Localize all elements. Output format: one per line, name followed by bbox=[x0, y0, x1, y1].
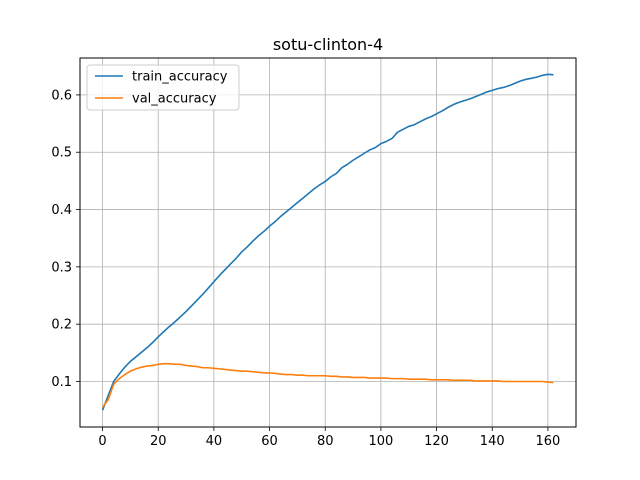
x-axis: 0 20 40 60 80 100 120 140 160 bbox=[98, 427, 560, 449]
val_accuracy-line bbox=[101, 362, 554, 408]
x-tick-label: 60 bbox=[261, 434, 278, 449]
x-tick-label: 120 bbox=[424, 434, 449, 449]
legend-label: val_accuracy bbox=[132, 92, 217, 107]
legend-box bbox=[86, 64, 240, 111]
y-tick-label: 0.1 bbox=[51, 375, 72, 390]
legend-label: train_accuracy bbox=[132, 70, 228, 85]
chart-title: sotu-clinton-4 bbox=[273, 35, 383, 54]
x-tick-label: 80 bbox=[317, 434, 334, 449]
y-axis: 0.1 0.2 0.3 0.4 0.5 0.6 bbox=[51, 88, 80, 390]
x-tick-label: 40 bbox=[206, 434, 223, 449]
train_accuracy-line bbox=[101, 73, 554, 411]
y-tick-label: 0.4 bbox=[51, 203, 72, 218]
x-tick-label: 20 bbox=[150, 434, 167, 449]
y-tick-label: 0.2 bbox=[51, 318, 72, 333]
plot-frame bbox=[79, 57, 577, 428]
y-tick-label: 0.5 bbox=[51, 146, 72, 161]
series-layer bbox=[101, 73, 554, 411]
y-tick-label: 0.3 bbox=[51, 260, 72, 275]
x-tick-label: 100 bbox=[368, 434, 393, 449]
y-tick-label: 0.6 bbox=[51, 88, 72, 103]
legend: train_accuracy val_accuracy bbox=[86, 64, 240, 111]
x-tick-label: 160 bbox=[535, 434, 560, 449]
x-tick-label: 140 bbox=[480, 434, 505, 449]
x-tick-label: 0 bbox=[98, 434, 106, 449]
